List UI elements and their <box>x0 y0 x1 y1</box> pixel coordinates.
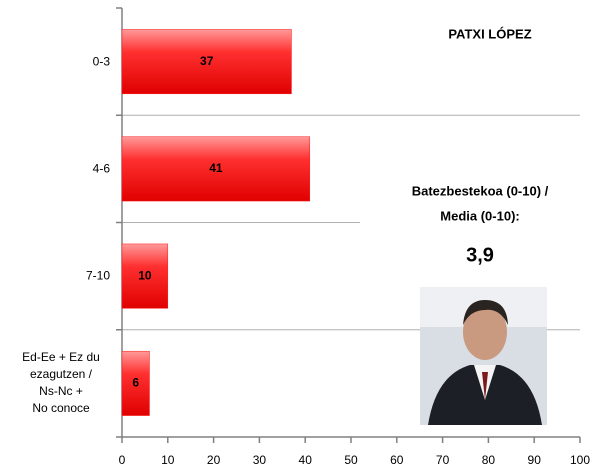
data-label: 37 <box>200 54 214 68</box>
x-tick-label: 50 <box>344 453 358 467</box>
y-tick-label: 4-6 <box>0 160 110 177</box>
x-tick-label: 70 <box>436 453 450 467</box>
annotation: Batezbestekoa (0-10) / <box>412 183 549 198</box>
x-tick-label: 30 <box>253 453 267 467</box>
page: PATXI LÓPEZ Batezbestekoa (0-10) / Media… <box>0 0 599 474</box>
y-tick-label: Ed-Ee + Ez du ezagutzen / Ns-Nc + No con… <box>6 349 116 417</box>
annotation: Media (0-10): <box>440 208 519 223</box>
x-tick-label: 100 <box>570 453 590 467</box>
photo <box>420 287 547 425</box>
x-tick-label: 10 <box>161 453 175 467</box>
x-tick-label: 40 <box>299 453 313 467</box>
data-label: 41 <box>209 161 223 175</box>
x-tick-label: 90 <box>528 453 542 467</box>
y-tick-label: 0-3 <box>0 53 110 70</box>
annotation: 3,9 <box>466 244 494 266</box>
x-tick-label: 80 <box>482 453 496 467</box>
chart-title: PATXI LÓPEZ <box>448 26 531 41</box>
x-tick-label: 0 <box>119 453 126 467</box>
x-tick-label: 20 <box>207 453 221 467</box>
x-tick-label: 60 <box>390 453 404 467</box>
y-tick-label: 7-10 <box>0 268 110 285</box>
data-label: 6 <box>132 376 139 390</box>
data-label: 10 <box>138 268 152 282</box>
